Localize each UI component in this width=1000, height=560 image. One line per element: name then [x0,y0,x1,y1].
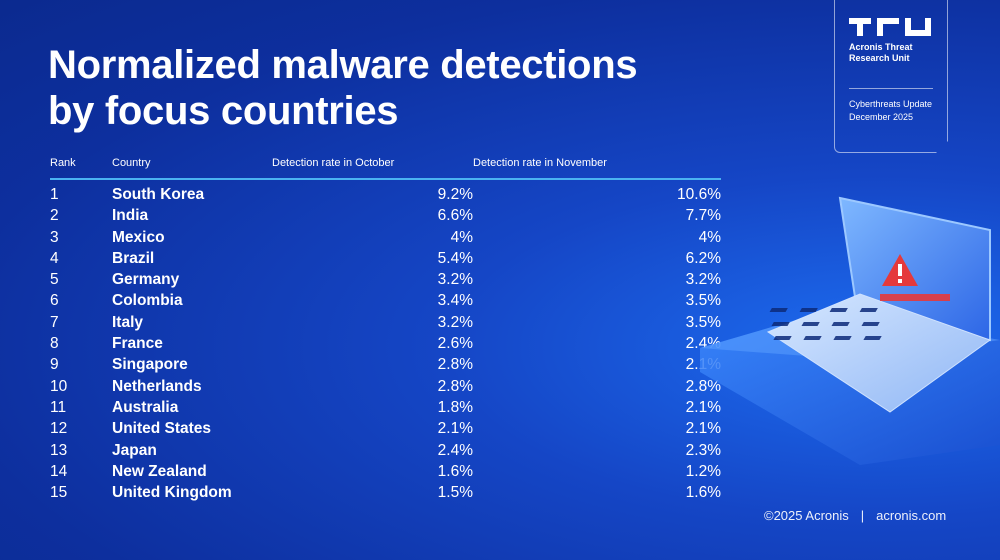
column-header-october: Detection rate in October [272,156,473,180]
laptop-warning-icon [700,196,1000,465]
table-row: 10 Netherlands 2.8% 2.8% [50,376,721,397]
october-rate-cell: 3.2% [437,313,473,331]
november-rate-cell: 2.1% [685,420,721,438]
november-rate-cell: 4% [698,228,721,246]
country-cell: United States [112,420,212,438]
table-row: 5 Germany 3.2% 3.2% [50,269,721,290]
october-rate-cell: 5.4% [437,249,473,267]
country-cell: United Kingdom [112,484,232,502]
country-cell: Australia [112,398,179,416]
country-cell: Brazil [112,249,155,267]
november-rate-cell: 7.7% [685,207,721,225]
rank-cell: 10 [50,377,68,395]
table-row: 9 Singapore 2.8%2.1% [50,354,721,375]
table-row: 14 New Zealand 1.6% 1.2% [50,461,721,482]
october-rate-cell: 3.4% [437,292,473,310]
rank-cell: 13 [50,441,68,459]
november-rate-cell: 6.2% [685,249,721,267]
october-rate-cell: 2.4% [437,441,473,459]
october-rate-cell: 4% [450,228,473,246]
rank-cell: 15 [50,484,68,502]
country-cell: New Zealand [112,462,207,480]
table-row: 1 South Korea 9.2% 10.6% [50,179,721,205]
rank-cell: 2 [50,207,59,225]
badge-update-label: Cyberthreats Update December 2025 [849,99,933,122]
november-rate-cell: 1.2% [685,462,721,480]
october-rate-cell: 1.6% [437,462,473,480]
table-row: 8 France 2.6% 2.4% [50,333,721,354]
november-rate-cell: 3.5% [685,313,721,331]
november-rate-cell: 2.3% [685,441,721,459]
october-rate-cell: 3.2% [437,271,473,289]
table-row: 13 Japan 2.4% 2.3% [50,440,721,461]
table-row: 3 Mexico 4% 4% [50,227,721,248]
country-cell: Colombia [112,292,183,310]
rank-cell: 5 [50,271,59,289]
table-row: 6 Colombia 3.4% 3.5% [50,290,721,311]
november-rate-cell: 10.6% [677,186,721,203]
november-rate-cell: 1.6% [685,484,721,502]
table-row: 2 India 6.6% 7.7% [50,205,721,226]
october-rate-cell: 6.6% [437,207,473,225]
country-cell: South Korea [112,186,205,203]
october-rate-cell: 9.2% [437,186,473,203]
november-rate-cell: 2.8% [685,377,721,395]
october-rate-cell: 1.5% [437,484,473,502]
page-title: Normalized malware detections by focus c… [48,43,638,133]
rank-cell: 9 [50,356,59,374]
column-header-country: Country [112,156,272,180]
country-cell: France [112,335,163,353]
rank-cell: 12 [50,420,68,438]
october-rate-cell: 2.8% [437,377,473,395]
october-rate-cell: 2.1% [437,420,473,438]
table-row: 15 United Kingdom 1.5% 1.6% [50,482,721,503]
country-cell: India [112,207,149,225]
november-rate-cell: 2.1% [685,398,721,416]
country-cell: Japan [112,441,157,459]
rank-cell: 4 [50,249,59,267]
table-row: 4 Brazil 5.4% 6.2% [50,248,721,269]
country-cell: Italy [112,313,144,331]
rank-cell: 1 [50,186,59,203]
footer: ©2025 Acronis | acronis.com [764,508,946,523]
october-rate-cell: 1.8% [437,398,473,416]
rank-cell: 7 [50,313,59,331]
detections-table: Rank Country Detection rate in October D… [50,156,721,503]
november-rate-cell: 3.5% [685,292,721,310]
november-rate-cell: 2.4% [685,335,721,353]
november-rate-cell: 2.1% [473,354,721,375]
badge-divider [849,88,933,89]
november-rate-cell: 3.2% [685,271,721,289]
rank-cell: 3 [50,228,59,246]
october-rate-cell: 2.6% [437,335,473,353]
column-header-rank: Rank [50,156,112,180]
footer-separator: | [860,508,865,523]
table-row: 12 United States 2.1% 2.1% [50,418,721,439]
rank-cell: 14 [50,462,68,480]
badge-org-name: Acronis Threat Research Unit [849,42,913,63]
country-cell: Singapore [112,356,188,374]
october-rate-cell: 2.8% [437,356,473,374]
footer-copyright: ©2025 Acronis [764,508,849,523]
column-header-november: Detection rate in November [473,156,721,180]
country-cell: Germany [112,271,180,289]
rank-cell: 11 [50,398,67,416]
tru-logo-icon [849,18,931,36]
table-row: 7 Italy 3.2% 3.5% [50,312,721,333]
rank-cell: 6 [50,292,59,310]
table-header-row: Rank Country Detection rate in October D… [50,156,721,180]
country-cell: Netherlands [112,377,202,395]
rank-cell: 8 [50,335,59,353]
footer-website-link[interactable]: acronis.com [876,508,947,523]
country-cell: Mexico [112,228,165,246]
table-row: 11 Australia 1.8% 2.1% [50,397,721,418]
tru-badge: Acronis Threat Research Unit Cyberthreat… [834,0,948,153]
